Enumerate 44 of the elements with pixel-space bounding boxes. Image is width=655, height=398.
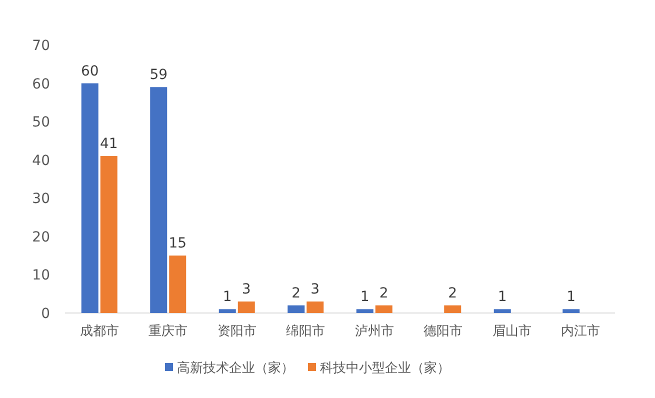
bar <box>218 309 236 313</box>
data-label: 2 <box>379 285 388 302</box>
bar <box>288 305 305 313</box>
x-tick-label: 资阳市 <box>217 324 256 339</box>
data-label: 2 <box>292 285 301 302</box>
data-label: 1 <box>498 289 507 306</box>
data-label: 1 <box>360 289 370 306</box>
y-tick-label: 50 <box>32 114 50 131</box>
y-tick-label: 40 <box>32 152 50 169</box>
x-tick-label: 德阳市 <box>424 324 463 339</box>
x-tick-label: 成都市 <box>80 324 119 339</box>
bar <box>494 309 511 313</box>
data-label: 1 <box>566 289 576 306</box>
y-tick-label: 20 <box>32 229 50 246</box>
bar <box>150 87 168 313</box>
x-tick-label: 重庆市 <box>148 324 188 339</box>
data-label: 2 <box>448 285 458 302</box>
bar <box>375 305 392 313</box>
y-tick-label: 10 <box>32 268 50 284</box>
data-label: 60 <box>80 63 99 80</box>
bar <box>356 309 374 313</box>
bar <box>444 305 462 313</box>
x-tick-label: 绵阳市 <box>286 324 326 339</box>
bar <box>169 256 186 313</box>
data-label: 41 <box>100 136 118 152</box>
data-label: 15 <box>168 236 187 252</box>
data-label: 3 <box>242 282 251 298</box>
data-label: 59 <box>150 67 168 84</box>
y-tick-label: 30 <box>32 191 50 208</box>
bar <box>562 309 580 313</box>
bar <box>100 156 118 313</box>
x-tick-label: 内江市 <box>561 324 600 339</box>
data-label: 3 <box>310 282 320 298</box>
bar <box>238 302 255 313</box>
legend-label: 科技中小型企业（家） <box>320 360 450 376</box>
y-tick-label: 60 <box>32 76 50 92</box>
y-tick-label: 0 <box>41 306 50 322</box>
legend-label: 高新技术企业（家） <box>177 360 294 376</box>
data-label: 1 <box>222 289 232 306</box>
x-tick-label: 泸州市 <box>354 324 394 339</box>
bar <box>306 302 324 313</box>
x-tick-label: 眉山市 <box>492 324 532 339</box>
bar <box>81 83 98 313</box>
y-tick-label: 70 <box>32 38 50 54</box>
